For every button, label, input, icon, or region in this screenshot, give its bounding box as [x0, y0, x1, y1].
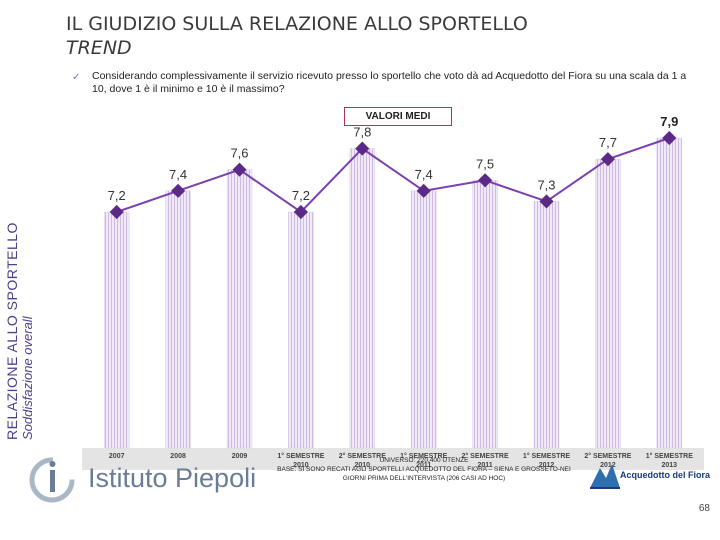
data-point-marker [539, 194, 554, 209]
trend-line [116, 137, 670, 214]
data-point-marker [232, 162, 247, 177]
page-title: IL GIUDIZIO SULLA RELAZIONE ALLO SPORTEL… [66, 12, 528, 60]
data-point-marker [416, 183, 431, 198]
bar [103, 211, 130, 449]
value-label: 7,4 [415, 167, 433, 182]
page-number: 68 [698, 503, 710, 514]
base-line: BASE: SI SONO RECATI AGLI SPORTELLI ACQU… [277, 466, 571, 482]
data-point-marker [600, 152, 615, 167]
x-tick-label: 2012 [539, 462, 555, 469]
data-point-marker [171, 183, 186, 198]
value-label: 7,8 [353, 125, 371, 140]
x-tick-label: 2° SEMESTRE [339, 452, 386, 460]
bar [349, 148, 376, 449]
piepoli-logo-text: Istituto Piepoli [88, 463, 257, 493]
data-point-marker [662, 130, 677, 146]
value-label: 7,6 [230, 146, 248, 161]
x-tick-label: 2010 [355, 462, 371, 469]
x-tick-label: 2° SEMESTRE [584, 452, 631, 460]
universe-note: UNIVERSO: 220.400 UTENZE BASE: SI SONO R… [268, 456, 580, 483]
value-label: 7,2 [292, 188, 310, 203]
bar [165, 190, 191, 449]
acquedotto-logo-text: Acquedotto del Fiora [620, 470, 710, 480]
data-point-marker [293, 204, 308, 220]
x-tick-label: 1° SEMESTRE [277, 452, 324, 460]
bar [288, 211, 314, 449]
survey-question: Considerando complessivamente il servizi… [92, 70, 687, 95]
data-point-marker [478, 173, 493, 188]
bullet-icon: ✓ [72, 72, 81, 83]
universe-line: UNIVERSO: 220.400 UTENZE [379, 457, 469, 464]
x-tick-label: 2007 [109, 453, 125, 460]
piepoli-logo-icon [29, 457, 75, 503]
bar [410, 190, 437, 449]
value-label: 7,9 [660, 114, 678, 129]
x-tick-label: 2009 [232, 453, 248, 460]
value-label: 7,4 [169, 167, 187, 182]
x-tick-label: 2012 [600, 462, 616, 469]
x-tick-label: 2° SEMESTRE [462, 452, 509, 460]
value-label: 7,2 [108, 188, 126, 203]
value-label: 7,7 [599, 135, 617, 150]
bar [472, 180, 498, 449]
bar [533, 201, 560, 449]
values-badge: VALORI MEDI [344, 107, 452, 126]
bar [656, 137, 683, 449]
x-tick-label: 1° SEMESTRE [646, 452, 693, 460]
axis-floor [82, 448, 704, 470]
x-tick-label: 1° SEMESTRE [523, 452, 570, 460]
data-point-marker [355, 141, 370, 156]
x-tick-label: 2011 [478, 462, 493, 469]
title-line-1: IL GIUDIZIO SULLA RELAZIONE ALLO SPORTEL… [66, 13, 528, 35]
bar [226, 169, 253, 449]
title-line-2: TREND [66, 37, 132, 59]
bar [595, 158, 621, 449]
x-tick-label: 2011 [416, 462, 431, 469]
acquedotto-logo-icon [590, 464, 620, 489]
x-tick-label: 1° SEMESTRE [400, 452, 447, 460]
x-tick-label: 2010 [293, 462, 309, 469]
x-tick-label: 2008 [170, 453, 186, 460]
value-label: 7,5 [476, 156, 494, 171]
value-label: 7,3 [537, 177, 555, 192]
x-tick-label: 2013 [662, 462, 678, 469]
